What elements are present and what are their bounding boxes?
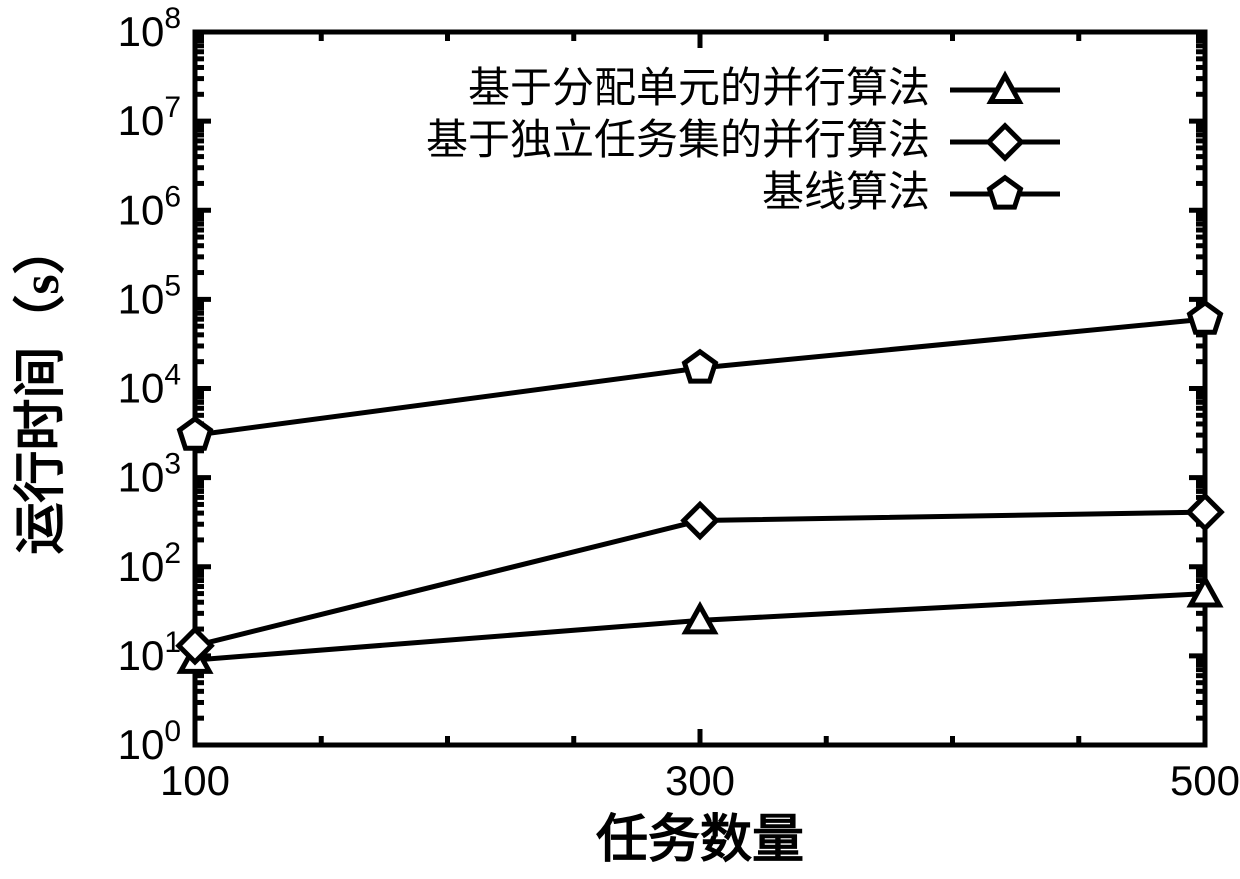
y-tick-label: 105 [118, 269, 181, 322]
x-tick-label: 300 [665, 757, 735, 804]
x-tick-label: 100 [160, 757, 230, 804]
y-tick-label: 106 [118, 180, 181, 233]
diamond-marker [684, 504, 717, 537]
y-tick-label: 103 [118, 448, 181, 501]
legend-label: 基线算法 [762, 170, 930, 216]
diamond-marker [1189, 496, 1222, 528]
pentagon-marker [180, 419, 211, 448]
chart-svg: 100300500100101102103104105106107108运行时间… [0, 0, 1240, 879]
legend-label: 基于独立任务集的并行算法 [426, 117, 930, 164]
y-tick-label: 101 [118, 626, 181, 679]
y-tick-label: 108 [118, 2, 181, 55]
x-tick-label: 500 [1170, 757, 1240, 804]
diamond-marker [989, 126, 1022, 159]
y-tick-label: 107 [118, 91, 181, 144]
runtime-line-chart: 100300500100101102103104105106107108运行时间… [0, 0, 1240, 879]
legend: 基于分配单元的并行算法基于独立任务集的并行算法基线算法 [426, 66, 1060, 216]
pentagon-marker [1190, 303, 1221, 332]
x-axis-label: 任务数量 [596, 811, 804, 869]
y-axis-label: 运行时间（s） [12, 222, 70, 554]
y-tick-label: 104 [118, 359, 181, 412]
pentagon-marker [990, 178, 1021, 207]
legend-label: 基于分配单元的并行算法 [468, 66, 930, 112]
pentagon-marker [685, 352, 716, 381]
y-tick-label: 102 [118, 537, 181, 590]
series-group [179, 303, 1222, 671]
